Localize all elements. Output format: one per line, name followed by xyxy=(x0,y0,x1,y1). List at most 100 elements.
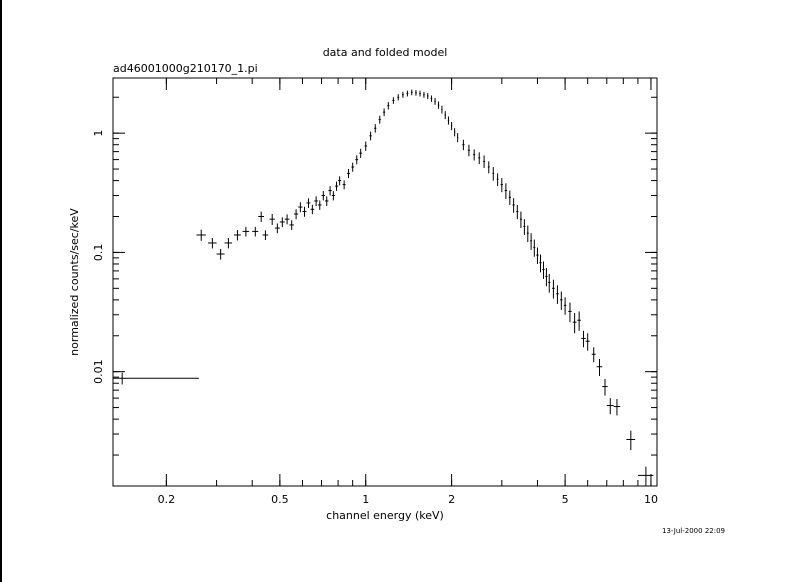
data-point xyxy=(467,144,470,157)
data-point xyxy=(233,230,241,241)
data-point xyxy=(383,108,386,117)
data-point xyxy=(242,226,250,237)
data-point xyxy=(369,131,372,141)
data-point xyxy=(447,116,450,125)
data-point xyxy=(338,176,342,186)
data-point xyxy=(310,204,315,215)
data-point xyxy=(552,279,555,299)
data-point xyxy=(483,155,486,169)
data-point xyxy=(364,141,367,151)
data-point xyxy=(536,247,539,264)
data-point xyxy=(548,273,551,293)
data-point xyxy=(508,190,511,205)
data-point xyxy=(302,206,307,217)
chart-title: data and folded model xyxy=(323,46,448,59)
y-axis-label: normalized counts/sec/keV xyxy=(68,208,81,356)
data-point xyxy=(523,219,526,235)
data-point xyxy=(208,238,217,249)
data-point xyxy=(526,225,529,243)
data-point xyxy=(196,229,206,241)
data-point xyxy=(374,124,377,133)
data-point xyxy=(500,178,504,193)
data-point xyxy=(293,209,299,220)
data-point xyxy=(314,196,318,206)
data-point xyxy=(347,169,350,179)
data-point xyxy=(216,248,225,260)
data-point xyxy=(317,200,322,210)
data-point xyxy=(492,167,495,181)
data-point xyxy=(454,128,456,137)
data-point xyxy=(298,202,303,213)
data-point xyxy=(516,204,519,220)
data-point xyxy=(269,213,275,225)
data-point xyxy=(530,233,533,250)
data-point xyxy=(331,191,335,201)
data-point xyxy=(568,302,572,323)
data-point xyxy=(423,91,425,98)
data-point xyxy=(637,466,654,486)
data-point xyxy=(457,133,459,143)
y-tick-label: 0.1 xyxy=(92,244,105,262)
data-point xyxy=(321,191,326,201)
x-axis-label: channel energy (keV) xyxy=(326,509,444,522)
data-point xyxy=(496,173,499,187)
data-point xyxy=(519,211,522,229)
data-point xyxy=(410,89,413,96)
data-point xyxy=(572,313,577,334)
data-point xyxy=(355,155,359,165)
data-point xyxy=(441,105,443,114)
data-point xyxy=(252,226,259,237)
data-point xyxy=(387,102,390,110)
data-point xyxy=(434,98,436,105)
y-tick-label: 1 xyxy=(92,130,105,137)
x-tick-label: 1 xyxy=(362,493,369,506)
data-point xyxy=(351,162,355,172)
data-point xyxy=(419,90,421,97)
data-point xyxy=(591,347,596,363)
data-point xyxy=(334,181,339,191)
data-point xyxy=(450,122,453,131)
data-point xyxy=(392,97,395,104)
data-point xyxy=(539,254,542,273)
y-tick-label: 0.01 xyxy=(92,359,105,384)
axis-ticks xyxy=(113,78,657,486)
data-point xyxy=(542,261,545,279)
x-tick-label: 0.2 xyxy=(158,493,176,506)
data-point xyxy=(306,198,311,208)
data-point xyxy=(444,111,446,120)
data-point xyxy=(478,152,481,165)
data-point xyxy=(462,139,465,151)
x-tick-label: 0.5 xyxy=(271,493,289,506)
data-point xyxy=(427,93,429,100)
data-point xyxy=(325,196,329,206)
data-point xyxy=(224,238,233,249)
data-point xyxy=(602,378,608,396)
x-tick-label: 10 xyxy=(644,493,658,506)
data-point xyxy=(274,223,280,234)
data-points xyxy=(113,89,654,486)
data-point xyxy=(533,239,536,257)
data-point xyxy=(585,333,590,351)
data-point xyxy=(113,372,199,385)
data-point xyxy=(289,220,294,231)
data-point xyxy=(342,180,346,190)
data-point xyxy=(284,214,290,225)
data-point xyxy=(613,399,621,416)
data-point xyxy=(560,291,563,310)
plot-frame xyxy=(112,77,658,487)
data-point xyxy=(606,398,614,415)
data-point xyxy=(415,90,417,96)
data-point xyxy=(577,311,581,331)
axis-tick-labels: 0.2 0.5 1 2 5 10 1 0.1 0.01 xyxy=(92,130,658,506)
data-point xyxy=(258,211,265,222)
data-point xyxy=(378,115,381,124)
data-point xyxy=(512,198,515,213)
data-point xyxy=(406,90,409,97)
data-point xyxy=(626,430,636,451)
data-point xyxy=(401,91,404,98)
x-tick-label: 5 xyxy=(562,493,569,506)
data-point xyxy=(581,330,586,348)
data-point xyxy=(596,358,603,376)
data-point xyxy=(473,149,476,161)
